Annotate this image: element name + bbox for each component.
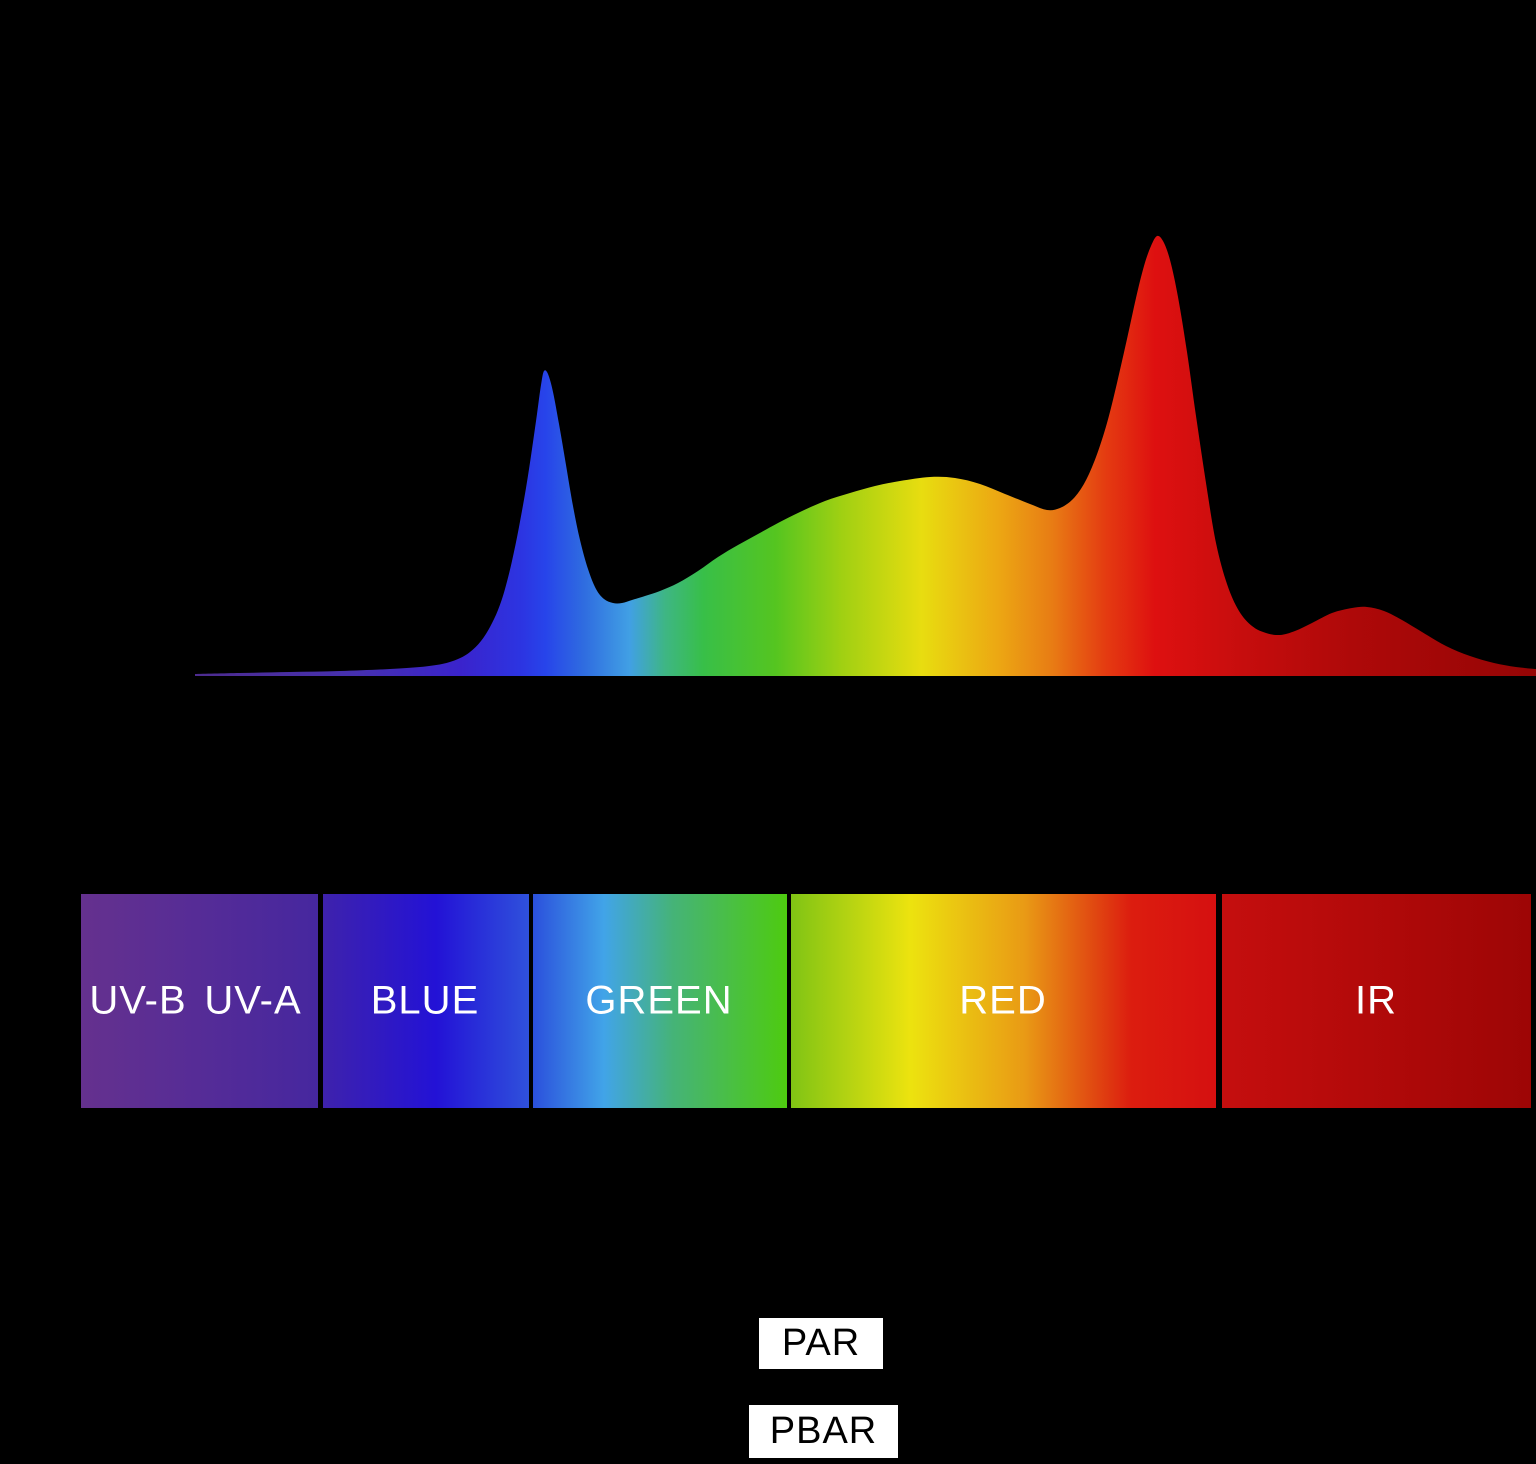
par-label: PAR [781,1322,861,1364]
band-label-uv-b: UV-B [89,978,187,1023]
wavelength-band-block: BLUE [323,894,529,1108]
spectral-power-curve [195,235,1536,676]
band-label-green: GREEN [585,978,733,1023]
wavelength-band-block: RED [791,894,1216,1108]
band-label-ir: IR [1355,978,1397,1023]
band-label-blue: BLUE [370,978,480,1023]
wavelength-band-block: UV-B UV-A [81,894,318,1108]
wavelength-band-block: GREEN [533,894,787,1108]
pbar-legend-box: PBAR [749,1405,898,1458]
pbar-label: PBAR [769,1410,878,1452]
band-label-uv-a: UV-A [204,978,302,1023]
par-legend-box: PAR [759,1318,883,1369]
wavelength-band-block: IR [1222,894,1531,1108]
band-label-red: RED [959,978,1047,1023]
